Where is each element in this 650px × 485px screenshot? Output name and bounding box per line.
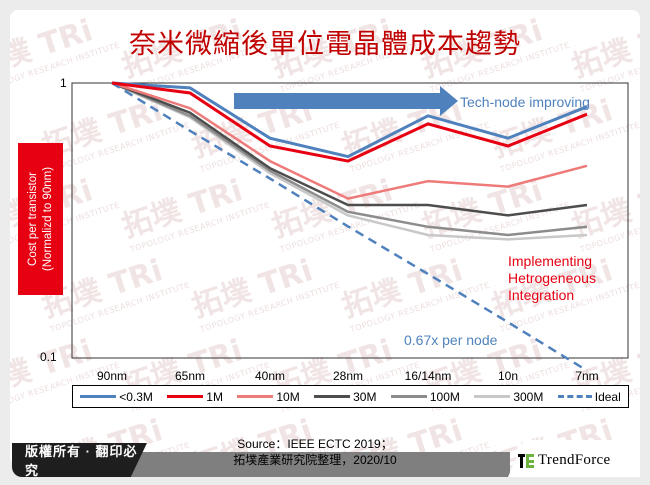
legend-item-100m: 100M [390,390,460,404]
x-tick: 7nm [575,369,599,383]
ideal-rate-label: 0.67x per node [404,332,498,348]
legend-item-10m: 10M [237,390,300,404]
x-tick: 10n [497,369,519,383]
legend-swatch [167,395,204,398]
y-axis-label-box: Cost per transistor (Normalizd to 90nm) [18,143,63,295]
tech-node-label: Tech-node improving [460,94,590,110]
source-citation: Source：IEEE ECTC 2019； 拓墣產業研究院整理，2020/10 [233,437,397,467]
legend-item-30m: 30M [314,390,376,404]
legend-swatch [80,395,117,398]
legend-swatch [237,395,274,398]
brand-box [508,440,640,477]
copyright-notice: 版權所有 · 翻印必究 [12,443,147,477]
series-line-10m [111,81,588,200]
x-tick: 40nm [254,369,286,383]
series-line-1m [111,81,588,163]
legend-swatch [314,395,351,398]
series-line-300m [111,81,588,241]
legend-item-300m: 300M [474,390,543,404]
legend-swatch [390,395,427,398]
footer-band [130,452,510,477]
y-tick-top: 1 [60,76,67,90]
y-axis-label: Cost per transistor (Normalizd to 90nm) [26,166,54,272]
y-tick-bottom: 0.1 [40,350,57,364]
legend-item-1m: 1M [167,390,223,404]
x-tick: 16/14nm [404,369,452,383]
series-layer [111,81,588,372]
tech-node-arrow-icon [234,86,458,116]
trendforce-mark-icon [518,453,534,468]
legend-swatch-dashed [557,395,592,398]
legend: <0.3M 1M 10M 30M 100M 300M Ideal [72,385,629,408]
legend-swatch [474,395,511,398]
hetero-integration-label: Implementing Hetrogeneous Integration [508,253,596,303]
series-line-03m [111,81,588,159]
legend-item-lt03m: <0.3M [80,390,153,404]
brand-name: TrendForce [538,452,611,468]
trendforce-logo: TrendForce [518,452,610,469]
series-line-ideal [111,81,588,372]
x-tick: 28nm [332,369,364,383]
series-line-30m [111,81,588,217]
chart-title: 奈米微縮後單位電晶體成本趨勢 [129,29,521,60]
plot-frame [71,82,629,359]
series-line-100m [111,81,588,237]
x-tick: 65nm [174,369,206,383]
legend-item-ideal: Ideal [557,390,621,404]
x-tick: 90nm [96,369,128,383]
